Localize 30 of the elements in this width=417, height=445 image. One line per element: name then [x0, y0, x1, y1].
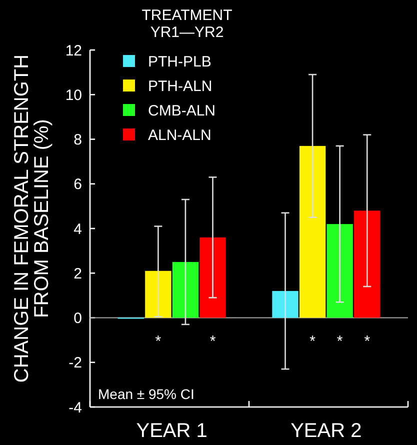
y-tick-label: -2: [68, 354, 82, 372]
bar: [299, 146, 326, 318]
data-label: *: [310, 332, 316, 350]
bar: [326, 224, 353, 318]
legend-label: ALN-ALN: [148, 126, 212, 144]
x-tick-label: YEAR 2: [290, 420, 362, 442]
y-tick-label: 8: [74, 132, 82, 148]
legend-title: TREATMENT YR1—YR2: [142, 7, 232, 41]
data-label: *: [364, 332, 370, 350]
bar: [172, 262, 199, 318]
annotation: Mean ± 95% CI: [98, 386, 194, 402]
y-axis-title: CHANGE IN FEMORAL STRENGTH FROM BASELINE (%): [11, 54, 53, 383]
y-tick-label: -4: [68, 399, 82, 416]
data-label: *: [210, 332, 216, 350]
legend-label: PTH-PLB: [148, 53, 212, 70]
x-tick-label: YEAR 1: [136, 420, 208, 442]
legend-label: CMB-ALN: [148, 102, 216, 120]
y-tick-label: 0: [74, 310, 82, 327]
bar: [200, 237, 226, 318]
y-tick-label: 6: [74, 176, 82, 194]
data-label: *: [336, 332, 343, 350]
data-label: *: [155, 332, 162, 350]
bar: [145, 270, 172, 318]
bar: [354, 210, 380, 318]
y-tick-label: 10: [65, 86, 82, 104]
bar: [272, 290, 298, 318]
y-tick-label: 12: [65, 42, 82, 60]
y-tick-label: 4: [74, 220, 82, 238]
y-tick-label: 2: [74, 265, 82, 282]
legend-label: PTH-ALN: [148, 78, 212, 95]
